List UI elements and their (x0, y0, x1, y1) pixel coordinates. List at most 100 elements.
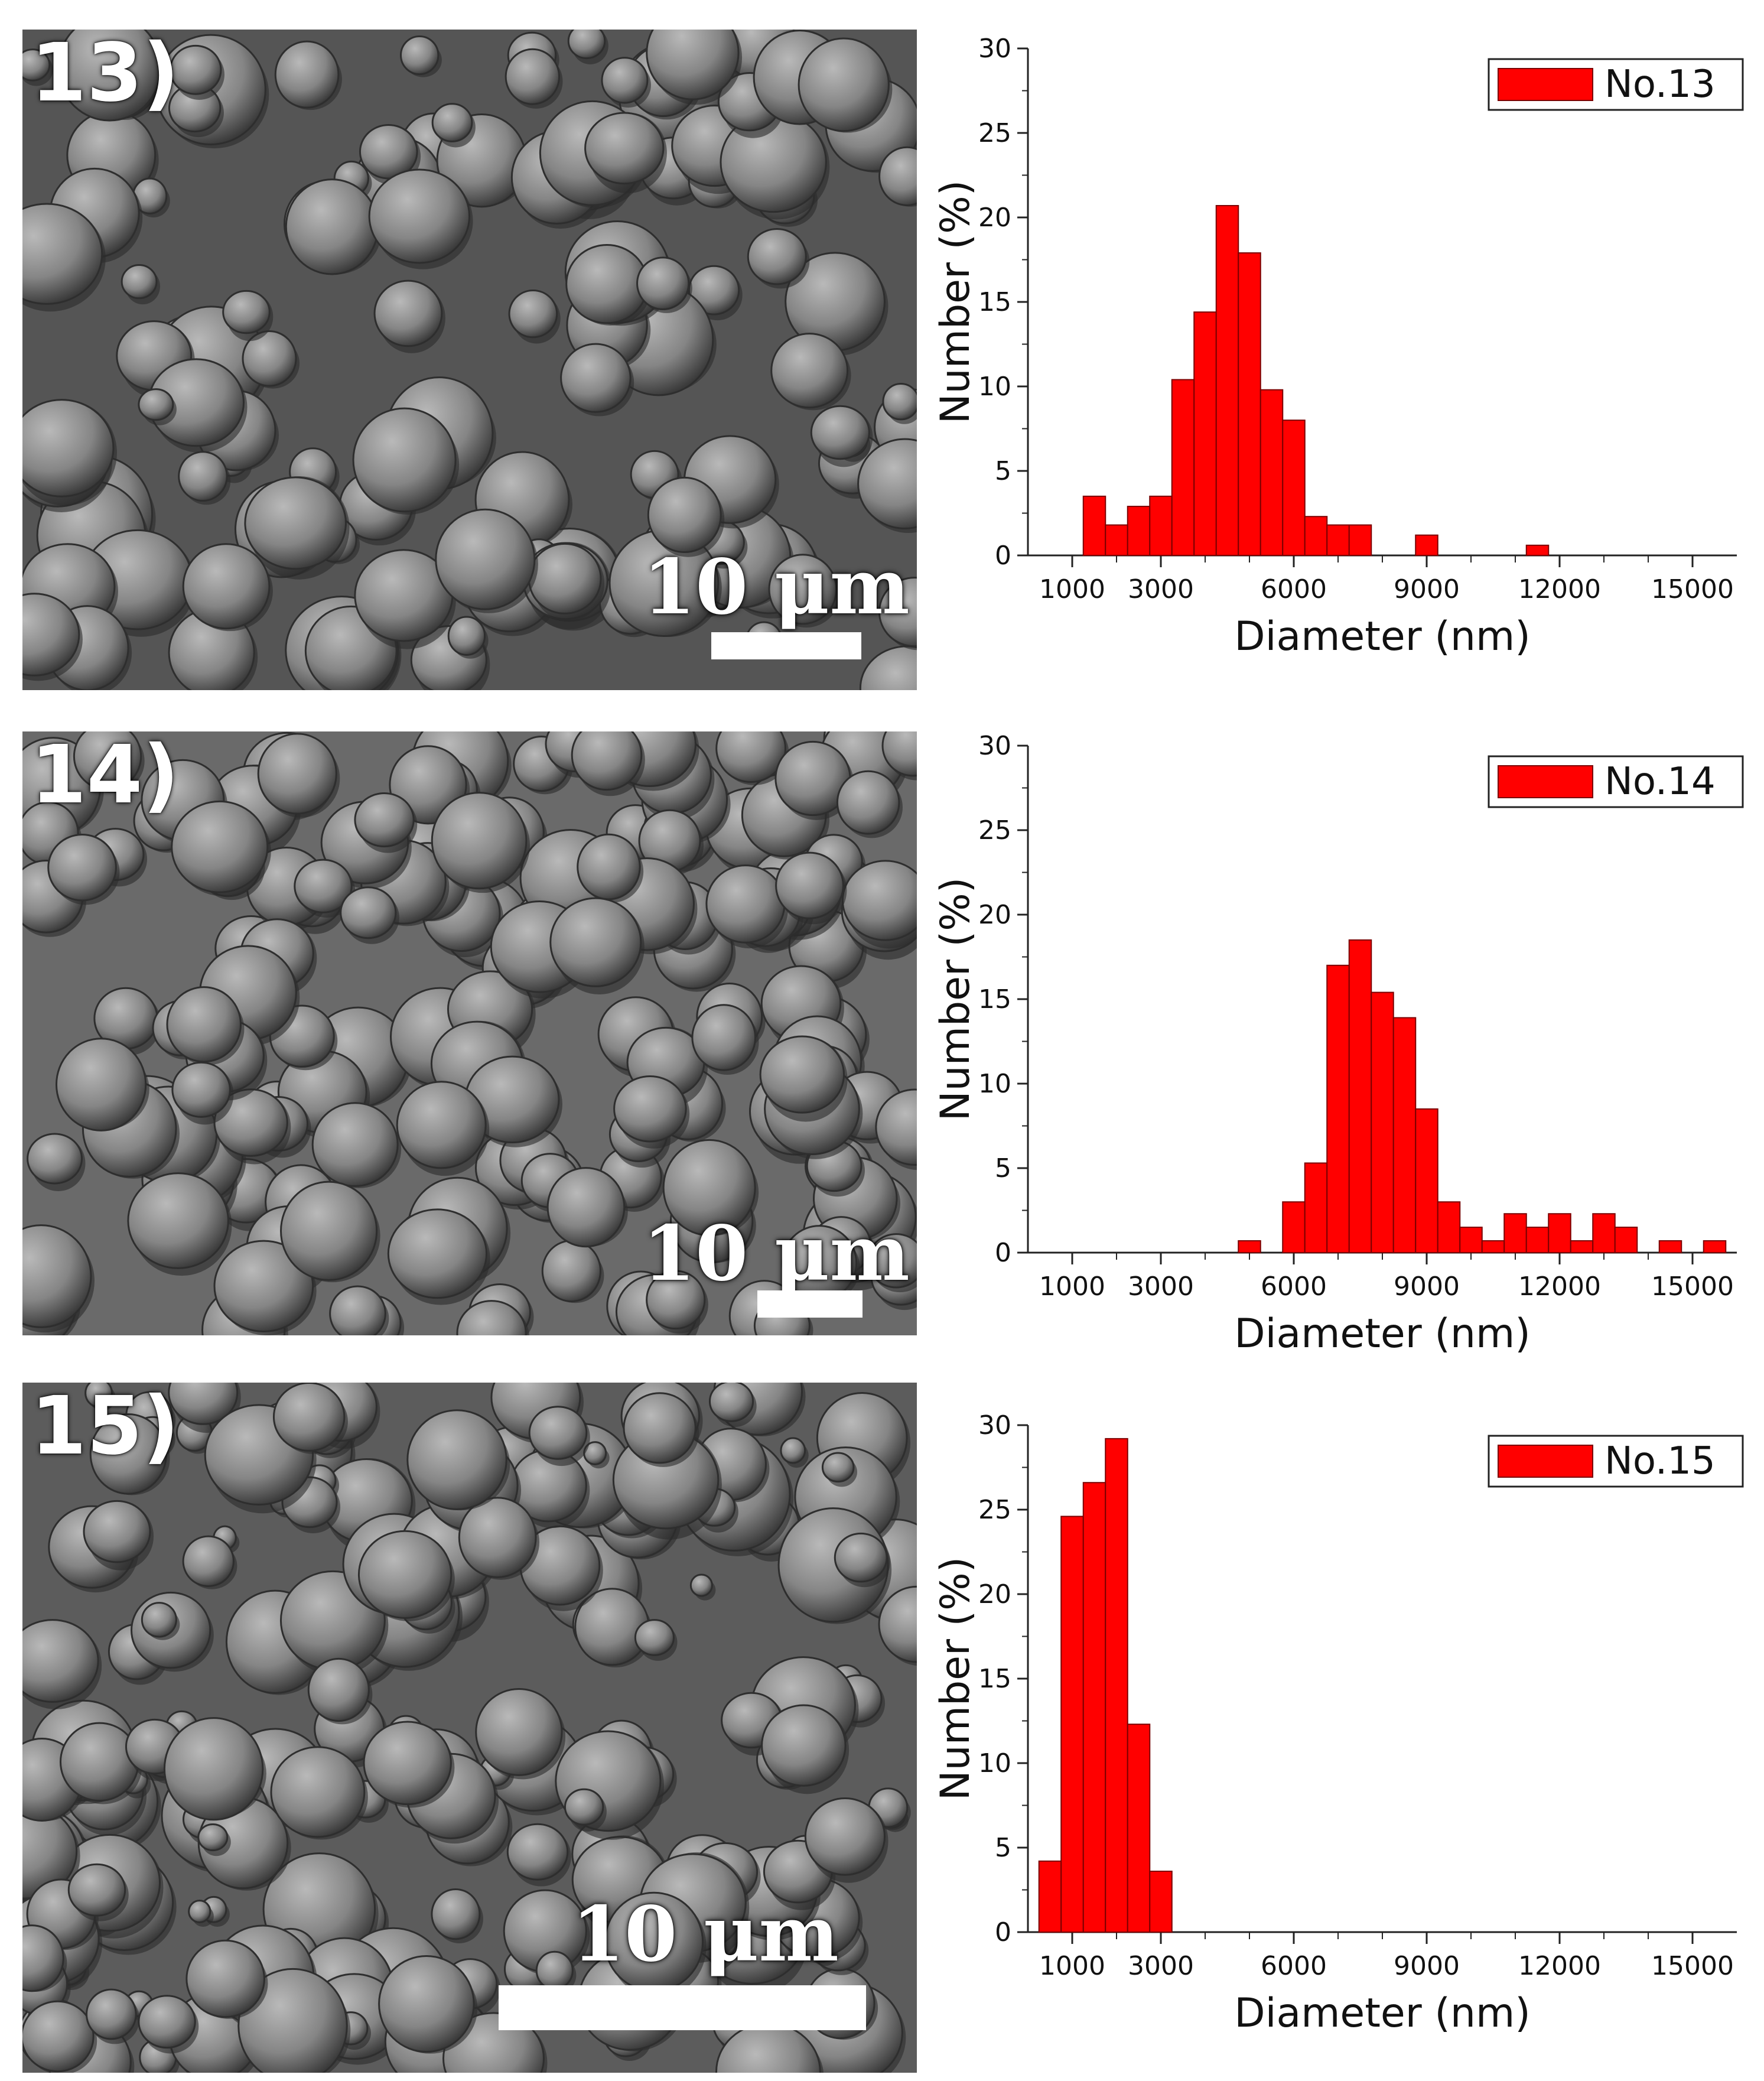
y-tick-label: 10 (978, 1069, 1011, 1099)
histogram-bar (1105, 524, 1128, 557)
y-tick-label: 25 (978, 815, 1011, 846)
legend-label: No.13 (1604, 63, 1716, 106)
x-tick-label: 6000 (1261, 1272, 1327, 1302)
y-tick-label: 30 (978, 731, 1011, 761)
histogram-bar (1238, 252, 1261, 556)
histogram-bar (1127, 1724, 1151, 1933)
x-tick-label: 1000 (1039, 1272, 1105, 1302)
scale-label-13: 10 μm (643, 543, 910, 632)
histogram-bar (1703, 1240, 1727, 1253)
y-tick-label: 5 (995, 1153, 1011, 1183)
legend-swatch (1498, 1445, 1593, 1478)
histogram-bar (1304, 1162, 1328, 1253)
histogram-bar (1282, 1201, 1306, 1254)
y-tick-label: 5 (995, 456, 1011, 486)
sem-image-14: 14) 10 μm (22, 731, 917, 1335)
y-axis-label: Number (%) (932, 1557, 979, 1800)
histogram-15: 0 5 10 15 20 25 30 1000 3000 6000 9000 12000 15000 Di… (922, 1400, 1749, 2074)
x-tick-label: 1000 (1039, 1951, 1105, 1981)
scale-label-14: 10 μm (643, 1209, 910, 1298)
histogram-bar (1082, 495, 1106, 557)
panel-label-15: 15) (31, 1383, 180, 1473)
scale-bar-13 (711, 632, 861, 659)
histogram-bar (1392, 1017, 1417, 1253)
panel-label-14: 14) (31, 731, 180, 822)
x-tick-label: 12000 (1518, 574, 1601, 604)
histogram-bar (1371, 991, 1394, 1253)
y-tick-label: 0 (995, 1238, 1011, 1268)
histogram-bar (1415, 534, 1438, 556)
histogram-bar (1348, 524, 1372, 557)
histogram-bar (1326, 964, 1350, 1253)
y-tick-label: 20 (978, 900, 1011, 930)
scale-bar-14 (757, 1290, 863, 1318)
histogram-bar (1548, 1213, 1571, 1253)
histogram-bar (1525, 544, 1550, 557)
x-tick-label: 15000 (1651, 1951, 1734, 1981)
x-tick-label: 15000 (1651, 1272, 1734, 1302)
histogram-bar (1105, 1438, 1128, 1933)
y-tick-label: 30 (978, 1410, 1011, 1441)
x-tick-label: 3000 (1128, 1272, 1194, 1302)
histogram-bar (1658, 1240, 1682, 1253)
y-tick-label: 10 (978, 1748, 1011, 1778)
histogram-bar (1082, 1482, 1106, 1933)
y-tick-label: 0 (995, 541, 1011, 571)
histogram-bar (1238, 1240, 1261, 1253)
histogram-bar (1193, 311, 1217, 556)
histogram-bar (1437, 1201, 1461, 1254)
legend-label: No.14 (1604, 760, 1716, 804)
y-tick-label: 20 (978, 203, 1011, 233)
histogram-bar (1171, 379, 1195, 556)
sem-particles-13 (22, 30, 917, 690)
histogram-bar (1326, 524, 1350, 557)
histogram-bar (1215, 204, 1239, 557)
histogram-bar (1259, 389, 1284, 556)
histogram-bar (1038, 1860, 1062, 1933)
chart-svg-13: 0 5 10 15 20 25 30 1000 3000 6000 9000 12000 15000 Di… (932, 34, 1744, 660)
histogram-bar (1592, 1213, 1616, 1253)
y-tick-label: 25 (978, 118, 1011, 148)
histogram-bar (1149, 495, 1173, 557)
x-tick-label: 1000 (1039, 574, 1105, 604)
sem-particles-14 (22, 731, 917, 1335)
y-tick-label: 20 (978, 1579, 1011, 1609)
legend-label: No.15 (1604, 1439, 1716, 1483)
histogram-bar (1525, 1227, 1550, 1253)
scale-label-15: 10 μm (572, 1890, 839, 1979)
x-tick-label: 6000 (1261, 574, 1327, 604)
sem-image-15: 15) 10 μm (22, 1383, 917, 2073)
panel-row-14: 14) 10 μm 0 5 10 15 20 25 30 1000 3000 6000 9000 12… (0, 697, 1764, 1389)
histogram-bar (1304, 516, 1328, 556)
sem-image-13: 13) 10 μm (22, 30, 917, 690)
chart-svg-14: 0 5 10 15 20 25 30 1000 3000 6000 9000 12000 15000 Di… (932, 731, 1744, 1357)
panel-row-13: 13) 10 μm 0 5 10 15 20 25 30 1000 3000 6000 9000 12… (0, 0, 1764, 697)
panel-row-15: 15) 10 μm 0 5 10 15 20 25 30 1000 3000 6000 9000 12… (0, 1371, 1764, 2081)
x-tick-label: 3000 (1128, 1951, 1194, 1981)
legend-swatch (1498, 765, 1593, 798)
x-axis-label: Diameter (nm) (1234, 613, 1530, 660)
y-tick-label: 10 (978, 372, 1011, 402)
histogram-bar (1348, 939, 1372, 1253)
scale-bar-15 (499, 1985, 866, 2030)
x-tick-label: 9000 (1394, 1951, 1460, 1981)
y-tick-label: 15 (978, 984, 1011, 1015)
histogram-bar (1503, 1213, 1527, 1253)
x-axis-label: Diameter (nm) (1234, 1311, 1530, 1357)
histogram-bar (1060, 1516, 1084, 1933)
x-tick-label: 3000 (1128, 574, 1194, 604)
y-tick-label: 15 (978, 1664, 1011, 1694)
y-tick-label: 25 (978, 1495, 1011, 1525)
chart-svg-15: 0 5 10 15 20 25 30 1000 3000 6000 9000 12000 15000 Di… (932, 1410, 1744, 2037)
y-tick-label: 0 (995, 1917, 1011, 1947)
panel-label-13: 13) (31, 30, 180, 120)
x-tick-label: 9000 (1394, 1272, 1460, 1302)
histogram-bar (1149, 1871, 1173, 1933)
histogram-bar (1570, 1240, 1594, 1253)
y-axis-label: Number (%) (932, 877, 979, 1121)
histogram-bar (1282, 420, 1306, 557)
histogram-bar (1415, 1108, 1438, 1254)
legend-swatch (1498, 68, 1593, 101)
y-tick-label: 30 (978, 34, 1011, 64)
x-tick-label: 6000 (1261, 1951, 1327, 1981)
